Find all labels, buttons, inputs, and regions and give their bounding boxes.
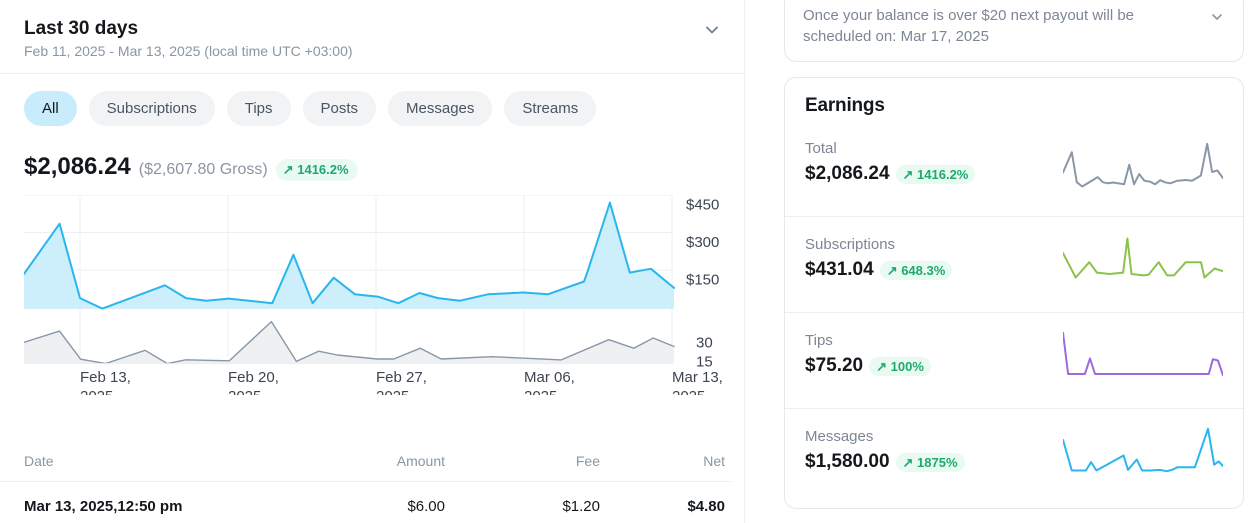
- svg-text:$150: $150: [686, 271, 719, 288]
- svg-text:15: 15: [696, 353, 713, 370]
- svg-text:Feb 20,2025: Feb 20,2025: [228, 369, 279, 395]
- svg-text:Feb 13,2025: Feb 13,2025: [80, 369, 131, 395]
- svg-text:$450: $450: [686, 196, 719, 213]
- svg-text:Mar 06,2025: Mar 06,2025: [524, 369, 575, 395]
- svg-text:Feb 27,2025: Feb 27,2025: [376, 369, 427, 395]
- svg-text:$300: $300: [686, 234, 719, 251]
- svg-text:30: 30: [696, 334, 713, 351]
- svg-text:Mar 13,2025: Mar 13,2025: [672, 369, 723, 395]
